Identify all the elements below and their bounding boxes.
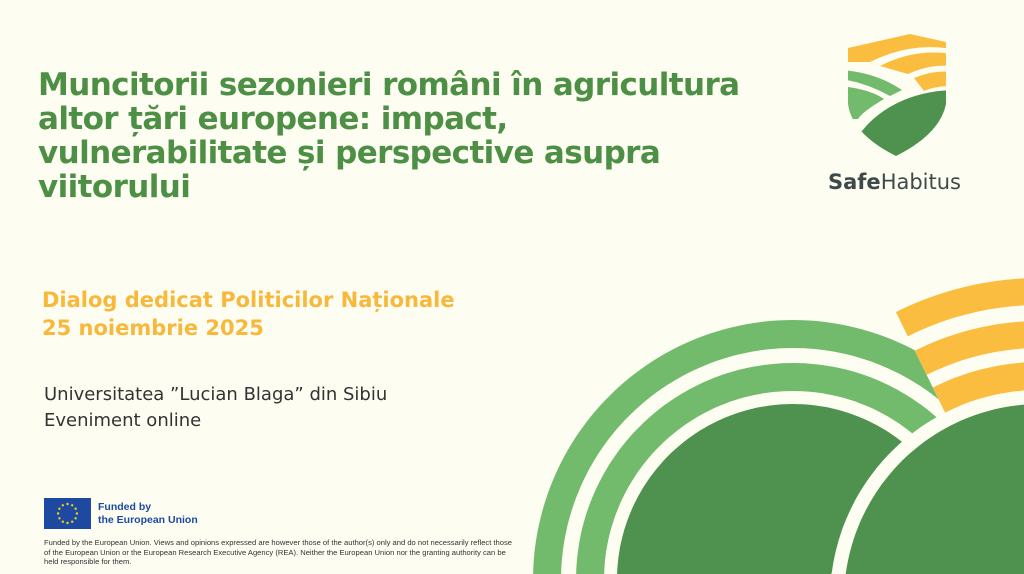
- eu-funded-line2: the European Union: [98, 513, 198, 526]
- brand-name: SafeHabitus: [828, 170, 961, 194]
- eu-funded-line1: Funded by: [98, 500, 152, 513]
- eu-funding-badge: Funded by the European Union: [44, 498, 198, 529]
- page-title: Muncitorii sezonieri români în agricultu…: [38, 67, 740, 205]
- eu-flag-icon: [44, 498, 91, 529]
- event-info: Universitatea ”Lucian Blaga” din Sibiu E…: [44, 382, 387, 434]
- right-hill: [844, 404, 1024, 574]
- green-arc-inner: [576, 363, 1010, 574]
- eu-disclaimer: Funded by the European Union. Views and …: [44, 538, 513, 566]
- event-format: Eveniment online: [44, 410, 202, 431]
- yellow-arc-1: [890, 278, 1024, 574]
- event-subtitle: Dialog dedicat Politicilor Naționale 25 …: [42, 286, 455, 342]
- event-date: 25 noiembrie 2025: [42, 316, 264, 340]
- event-name: Dialog dedicat Politicilor Naționale: [42, 288, 455, 312]
- green-arc-outer: [533, 320, 1024, 574]
- organizer: Universitatea ”Lucian Blaga” din Sibiu: [44, 384, 388, 405]
- safehabitus-shield-logo: [848, 34, 946, 156]
- brand-part-habitus: Habitus: [880, 170, 961, 194]
- brand-part-safe: Safe: [828, 170, 881, 194]
